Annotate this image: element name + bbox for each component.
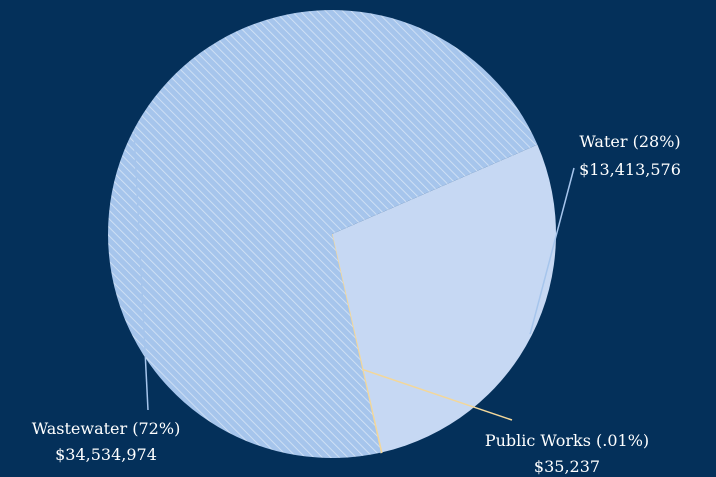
- public-works-leader-line: [362, 368, 513, 421]
- water-slice-label: Water (28%): [579, 132, 680, 151]
- water-leader-line: [529, 167, 575, 335]
- wastewater-value-label: $34,534,974: [55, 445, 157, 464]
- wastewater-slice-label: Wastewater (72%): [32, 419, 181, 438]
- water-slice: [332, 144, 556, 453]
- wastewater-slice: [108, 9, 538, 458]
- public-works-slice-label: Public Works (.01%): [485, 431, 649, 450]
- water-value-label: $13,413,576: [579, 160, 681, 179]
- wastewater-leader-line: [133, 133, 149, 411]
- public-works-value-label: $35,237: [534, 457, 600, 476]
- leader-lines: [133, 133, 575, 421]
- pie-slices: [108, 9, 556, 458]
- public-works-slice: [331, 233, 383, 454]
